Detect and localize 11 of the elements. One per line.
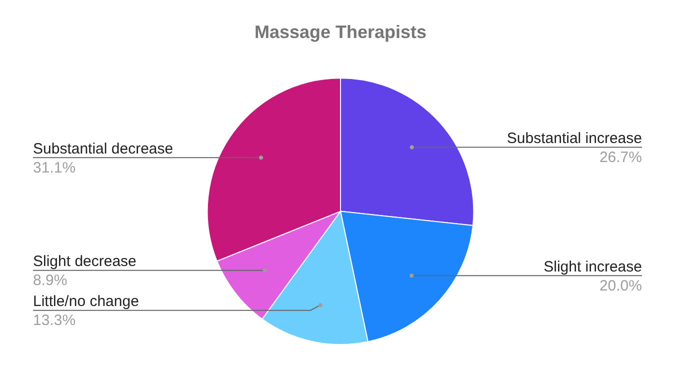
slice-label: Slight increase — [544, 258, 642, 276]
data-label: 13.3% — [33, 312, 76, 329]
slice-label: Substantial increase — [506, 130, 642, 147]
data-label: 8.9% — [33, 272, 68, 289]
slice-label: Substantial decrease — [33, 140, 174, 158]
chart-title: Massage Therapists — [254, 22, 427, 42]
data-label: 20.0% — [599, 277, 642, 294]
data-label: 31.1% — [33, 159, 76, 176]
data-label: 26.7% — [599, 148, 642, 166]
slice-label: Little/no change — [33, 292, 139, 310]
slice-label: Slight decrease — [33, 252, 136, 270]
